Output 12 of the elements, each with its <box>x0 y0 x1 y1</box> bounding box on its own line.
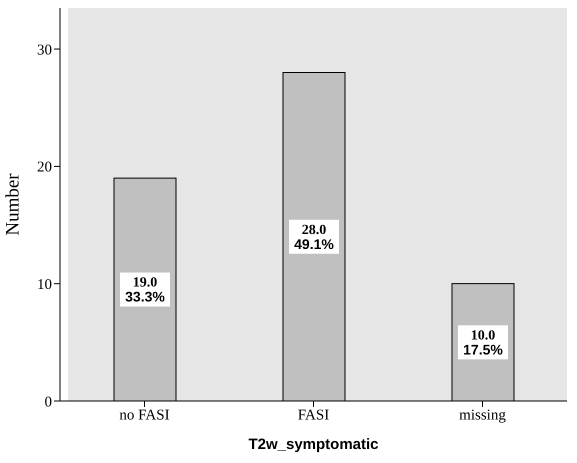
y-axis-title: Number <box>2 172 24 236</box>
y-tick-label: 20 <box>37 160 52 176</box>
data-label: 19.0 33.3% <box>125 276 166 305</box>
x-tick-label: FASI <box>298 408 330 424</box>
y-tick-label: 30 <box>37 42 52 58</box>
y-tick-label: 10 <box>37 277 52 294</box>
y-tick-label: 0 <box>44 394 52 410</box>
x-axis-title: T2w_symptomatic <box>248 436 379 453</box>
x-tick-label: missing <box>459 408 506 424</box>
data-label: 28.0 49.1% <box>294 222 334 252</box>
data-label: 10.0 17.5% <box>463 328 504 358</box>
x-tick-label: no FASI <box>119 408 170 424</box>
